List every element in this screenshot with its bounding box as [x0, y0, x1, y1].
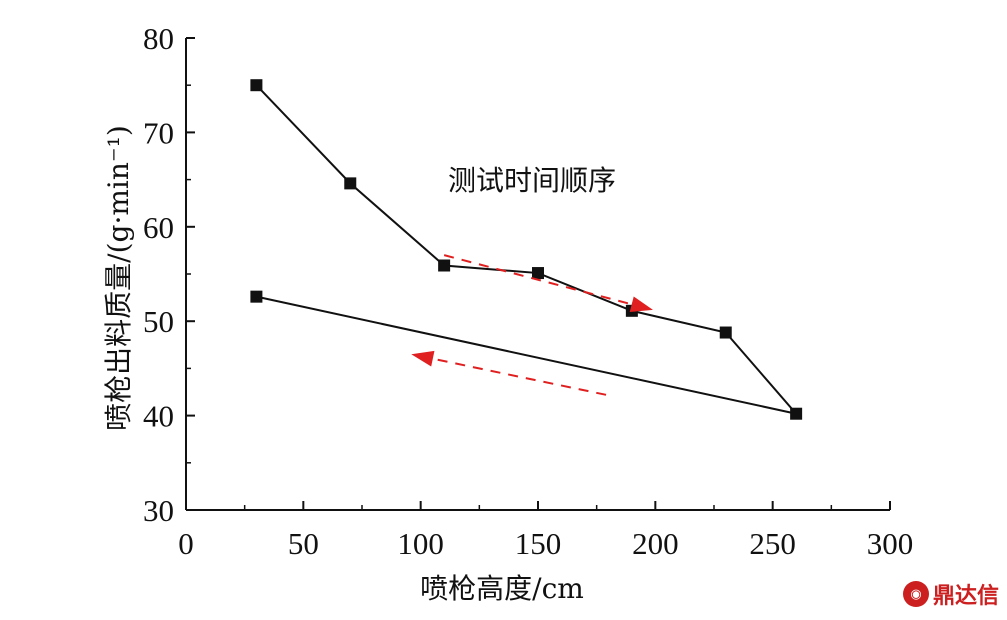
- arrow-shaft: [432, 357, 607, 396]
- watermark-logo-icon: ◉: [902, 581, 929, 607]
- x-tick-label: 300: [867, 526, 914, 561]
- y-tick-label: 80: [143, 21, 174, 56]
- x-tick-label: 200: [632, 526, 679, 561]
- x-tick-label: 0: [178, 526, 194, 561]
- order-arrows: [411, 254, 653, 396]
- watermark-text: 鼎达信: [932, 584, 999, 609]
- data-series: [250, 79, 803, 420]
- forward-arrow: [443, 254, 653, 313]
- arrow-shaft: [443, 254, 632, 306]
- series-line: [255, 84, 799, 416]
- x-axis-title: 喷枪高度/cm: [420, 572, 584, 605]
- data-point-marker: [438, 259, 451, 272]
- y-tick-label: 50: [143, 304, 174, 339]
- annotation-label: 测试时间顺序: [448, 164, 616, 197]
- data-point-marker: [344, 177, 357, 190]
- data-point-marker: [250, 79, 263, 92]
- y-tick-label: 60: [143, 210, 174, 245]
- axis-ticks: 0 50 100 150 200 250 300 30 40 50 60 70 80: [143, 21, 913, 561]
- arrow-head: [411, 350, 435, 367]
- x-tick-label: 150: [515, 526, 562, 561]
- x-tick-label: 250: [749, 526, 796, 561]
- data-point-marker: [719, 326, 732, 339]
- data-point-marker: [250, 290, 263, 303]
- x-tick-label: 50: [288, 526, 319, 561]
- watermark: ◉ 鼎达信: [902, 578, 999, 610]
- data-point-marker: [790, 407, 803, 420]
- x-tick-label: 100: [397, 526, 444, 561]
- arrow-head: [629, 296, 653, 313]
- y-tick-label: 40: [143, 399, 174, 434]
- y-tick-label: 70: [143, 115, 174, 150]
- y-tick-label: 30: [143, 493, 174, 528]
- data-point-marker: [532, 267, 544, 280]
- y-axis-title: 喷枪出料质量/(g·min⁻¹): [102, 125, 135, 431]
- return-arrow: [411, 350, 607, 396]
